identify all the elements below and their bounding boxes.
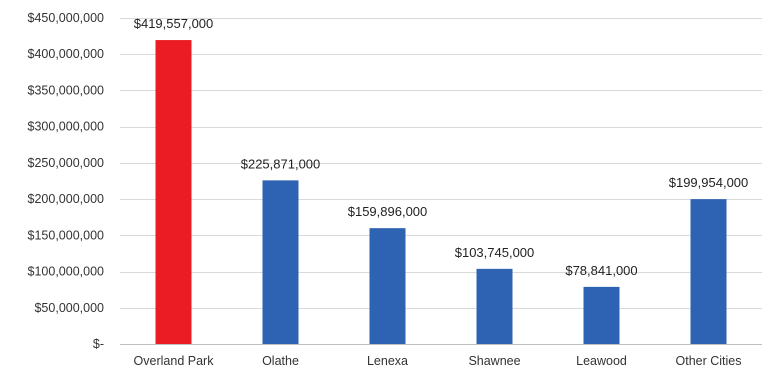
bar-data-label: $78,841,000 — [565, 263, 637, 278]
category-label: Other Cities — [676, 354, 742, 368]
category-label: Olathe — [262, 354, 299, 368]
bar-data-label: $103,745,000 — [455, 245, 535, 260]
y-tick-label: $300,000,000 — [28, 120, 105, 134]
y-tick-label: $450,000,000 — [28, 11, 105, 25]
bar-lenexa — [369, 228, 406, 344]
bar-data-label: $159,896,000 — [348, 204, 428, 219]
y-tick-label: $50,000,000 — [34, 301, 104, 315]
bar-olathe — [262, 180, 299, 344]
y-tick-label: $150,000,000 — [28, 228, 105, 242]
bar-leawood — [583, 286, 620, 344]
bar-overland-park — [155, 40, 192, 345]
y-tick-label: $400,000,000 — [28, 47, 105, 61]
category-label: Shawnee — [468, 354, 520, 368]
y-tick-label: $100,000,000 — [28, 265, 105, 279]
y-axis-tick-labels: $- $50,000,000 $100,000,000 $150,000,000 $20… — [28, 11, 105, 351]
y-tick-label: $- — [93, 337, 104, 351]
category-label: Overland Park — [134, 354, 215, 368]
bar-data-label: $419,557,000 — [134, 16, 214, 31]
bar-data-label: $225,871,000 — [241, 156, 321, 171]
bar-other-cities — [690, 199, 727, 344]
y-tick-label: $200,000,000 — [28, 192, 105, 206]
y-tick-label: $250,000,000 — [28, 156, 105, 170]
data-labels: $419,557,000 $225,871,000 $159,896,000 $103… — [134, 16, 749, 278]
category-label: Leawood — [576, 354, 627, 368]
category-label: Lenexa — [367, 354, 408, 368]
bar-data-label: $199,954,000 — [669, 175, 749, 190]
bar-shawnee — [476, 268, 513, 344]
gridlines — [120, 18, 762, 345]
bars — [155, 40, 727, 345]
y-tick-label: $350,000,000 — [28, 83, 105, 97]
category-labels: Overland Park Olathe Lenexa Shawnee Leawood O… — [134, 354, 742, 368]
